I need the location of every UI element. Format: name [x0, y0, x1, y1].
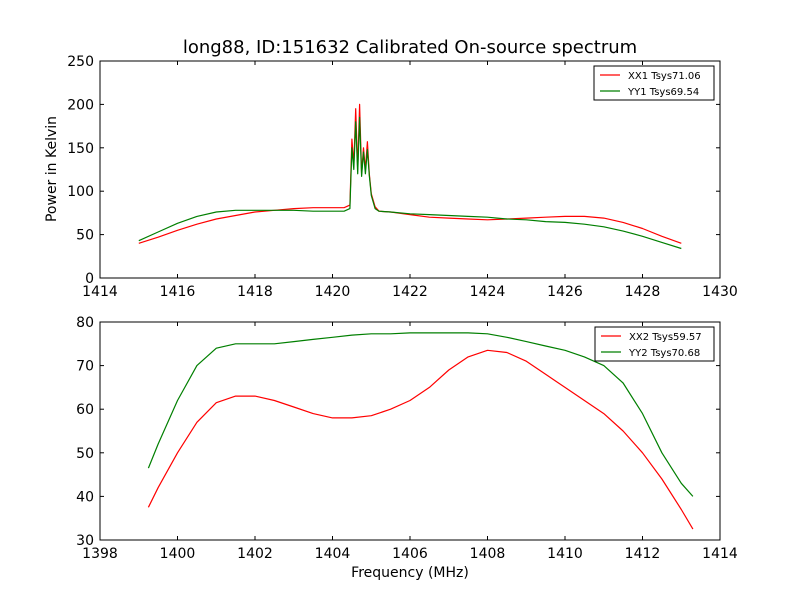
y-tick-label: 60 — [76, 402, 94, 418]
x-tick-label: 1406 — [392, 546, 428, 562]
legend-label: YY1 Tsys69.54 — [627, 87, 699, 98]
y-tick-label: 250 — [67, 54, 94, 70]
x-tick-label: 1422 — [392, 284, 428, 300]
x-tick-label: 1410 — [547, 546, 583, 562]
x-tick-label: 1408 — [470, 546, 506, 562]
y-tick-label: 0 — [85, 271, 94, 287]
x-tick-label: 1414 — [82, 284, 118, 300]
legend: XX1 Tsys71.06 YY1 Tsys69.54 — [593, 65, 715, 101]
x-tick-label: 1412 — [625, 546, 661, 562]
y-tick-label: 70 — [76, 359, 94, 375]
x-tick-label: 1428 — [625, 284, 661, 300]
x-tick-label: 1430 — [702, 284, 738, 300]
y-tick-label: 50 — [76, 446, 94, 462]
chart-panel-1: 1414 1416 1418 1420 1422 1424 1426 1428 1430 0 50 1… — [67, 54, 738, 300]
x-tick-label: 1402 — [237, 546, 273, 562]
x-tick-label: 1426 — [547, 284, 583, 300]
y-tick-label: 100 — [67, 184, 94, 200]
y-tick-label: 150 — [67, 141, 94, 157]
plot-layer: 1414 1416 1418 1420 1422 1424 1426 1428 14300501… — [67, 54, 738, 562]
x-axis-label: Frequency (MHz) — [351, 565, 469, 581]
x-tick-label: 1398 — [82, 546, 118, 562]
legend-label: XX2 Tsys59.57 — [629, 332, 702, 343]
series-line-yy2 — [147, 332, 694, 497]
x-tick-label: 1414 — [702, 546, 738, 562]
series-line-yy1 — [138, 116, 682, 250]
legend: XX2 Tsys59.57 YY2 Tsys70.68 — [594, 326, 715, 362]
x-tick-label: 1424 — [470, 284, 506, 300]
y-tick-label: 80 — [76, 315, 94, 331]
y-tick-label: 50 — [76, 228, 94, 244]
series-line-xx2 — [147, 349, 694, 530]
y-axis-label: Power in Kelvin — [44, 116, 60, 222]
legend-box — [593, 65, 715, 101]
x-tick-label: 1404 — [315, 546, 351, 562]
y-tick-label: 30 — [76, 533, 94, 549]
x-tick-label: 1420 — [315, 284, 351, 300]
y-tick-label: 200 — [67, 97, 94, 113]
legend-label: YY2 Tsys70.68 — [628, 348, 700, 359]
legend-box — [594, 326, 715, 362]
x-tick-label: 1416 — [160, 284, 196, 300]
legend-label: XX1 Tsys71.06 — [628, 71, 701, 82]
figure-title: long88, ID:151632 Calibrated On-source s… — [183, 37, 637, 58]
x-tick-label: 1400 — [160, 546, 196, 562]
x-tick-label: 1418 — [237, 284, 273, 300]
chart-panel-2: 1398 1400 1402 1404 1406 1408 1410 1412 1414 30 40… — [76, 315, 738, 562]
y-tick-label: 40 — [76, 489, 94, 505]
